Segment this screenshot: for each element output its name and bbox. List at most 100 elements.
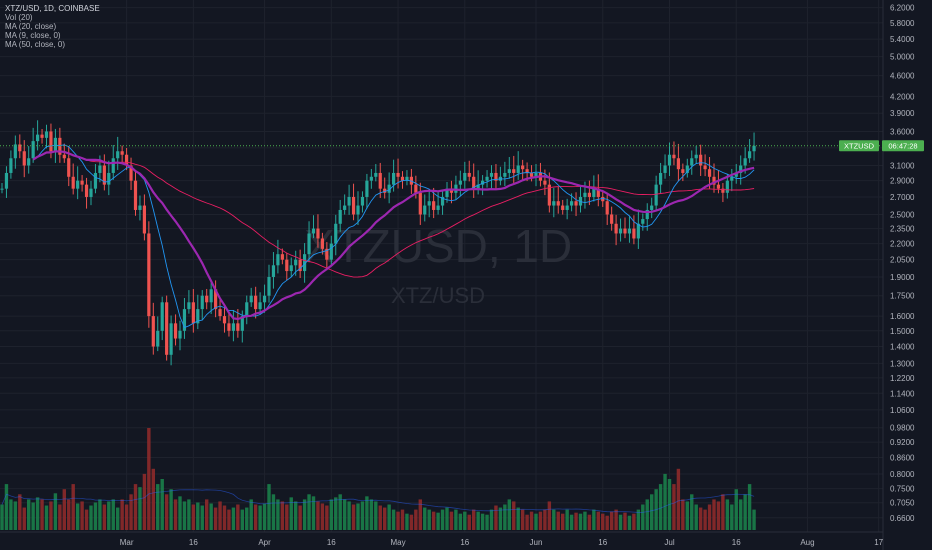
candle-body [641, 219, 645, 224]
candle-body [49, 131, 53, 152]
volume-bar [507, 499, 511, 530]
volume-bar [516, 507, 520, 530]
volume-bar [116, 507, 120, 530]
volume-bar [583, 511, 587, 530]
volume-bar [213, 507, 218, 530]
volume-bar [120, 499, 124, 530]
y-tick-label: 6.2000 [890, 4, 915, 13]
volume-bar [325, 505, 329, 530]
volume-bar [489, 509, 494, 530]
candle-body [343, 205, 347, 210]
volume-bar [623, 512, 627, 530]
legend-ma9[interactable]: MA (9, close, 0) [5, 31, 61, 40]
volume-bar [730, 504, 734, 530]
candle-body [9, 158, 13, 173]
candle-body [200, 295, 204, 310]
candle-body [338, 209, 342, 224]
candle-body [67, 158, 71, 177]
candle-body [289, 265, 293, 272]
candle-body [414, 184, 418, 193]
candle-body [659, 172, 663, 185]
y-tick-label: 3.1000 [890, 161, 915, 170]
candle-body [458, 180, 462, 185]
volume-bar [200, 505, 204, 530]
volume-bar [458, 513, 463, 530]
volume-bar [569, 514, 574, 530]
candle-body [676, 158, 680, 170]
y-tick-label: 1.4000 [890, 343, 915, 352]
volume-bar [124, 504, 129, 530]
candle-body [556, 201, 560, 206]
legend-ma50[interactable]: MA (50, close, 0) [5, 40, 66, 49]
volume-bar [9, 499, 13, 530]
volume-bar [534, 513, 538, 530]
candle-body [507, 169, 511, 173]
volume-bar [71, 484, 75, 530]
candle-body [570, 201, 574, 206]
volume-bar [747, 484, 752, 530]
legend-vol[interactable]: Vol (20) [5, 13, 33, 22]
legend-ma20[interactable]: MA (20, close) [5, 22, 57, 31]
volume-bar [22, 507, 26, 530]
volume-bar [276, 499, 280, 530]
volume-bar [196, 502, 200, 530]
candle-body [4, 172, 9, 189]
volume-bar [111, 499, 115, 530]
candle-body [280, 254, 284, 260]
candle-body [712, 176, 716, 185]
volume-bar [685, 501, 689, 530]
volume-bar [138, 487, 142, 530]
candle-body [396, 172, 400, 177]
volume-bar [0, 504, 4, 530]
volume-bar [463, 511, 467, 530]
volume-bar [378, 505, 382, 530]
candle-body [156, 330, 160, 347]
candlesticks [0, 120, 756, 366]
volume-bar [561, 513, 565, 530]
y-tick-label: 1.3000 [890, 359, 915, 368]
volume-bar [383, 507, 387, 530]
volume-bar [374, 501, 378, 530]
candle-body [516, 165, 520, 173]
price-label-badge: XTZUSD 06:47:28 [839, 140, 924, 152]
volume-bar [721, 494, 725, 530]
price-axis[interactable]: 6.2000 5.8000 5.4000 5.0000 4.6000 4.2000 3.90… [882, 0, 915, 550]
x-tick-label: 16 [327, 538, 336, 547]
price-label-countdown: 06:47:28 [888, 141, 917, 150]
y-tick-label: 5.0000 [890, 53, 915, 62]
candle-body [89, 188, 93, 197]
volume-bar [449, 511, 454, 530]
volume-bar [636, 509, 641, 530]
candle-body [405, 176, 409, 181]
candle-body [218, 309, 222, 317]
volume-bar [40, 499, 44, 530]
y-tick-label: 2.5000 [890, 210, 915, 219]
candle-body [476, 184, 480, 189]
y-tick-label: 0.7500 [890, 485, 915, 494]
volume-bar [18, 494, 22, 530]
volume-bar [552, 509, 556, 530]
volume-bar [538, 511, 543, 530]
volume-bars [0, 428, 756, 530]
volume-bar [267, 484, 271, 530]
candle-body [494, 172, 498, 181]
volume-bar [445, 507, 449, 530]
volume-bar [405, 513, 409, 530]
candle-body [173, 323, 178, 339]
candle-body [27, 158, 31, 166]
candle-body [262, 295, 267, 303]
candle-body [739, 165, 743, 173]
y-tick-label: 2.0500 [890, 256, 915, 265]
legend-title[interactable]: XTZ/USD, 1D, COINBASE [5, 4, 100, 13]
volume-bar [307, 494, 311, 530]
candle-body [298, 259, 302, 272]
x-tick-label: Jun [530, 538, 543, 547]
candle-body [725, 180, 729, 193]
candle-body [707, 169, 712, 177]
time-axis[interactable]: Mar 16 Apr 16 May 16 Jun 16 Jul 16 Aug 17 [0, 531, 884, 547]
candle-body [191, 302, 195, 324]
candle-body [271, 265, 276, 277]
volume-bar [609, 511, 614, 530]
candle-body [76, 180, 80, 189]
